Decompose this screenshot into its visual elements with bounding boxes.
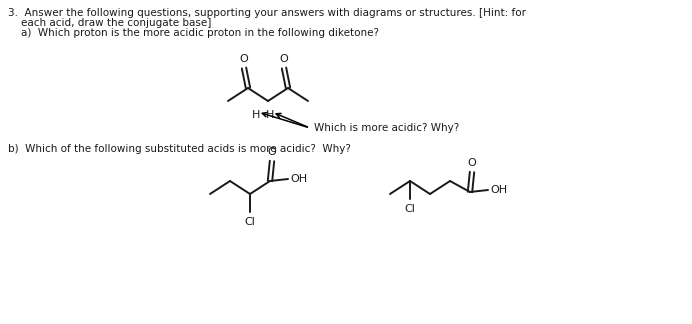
Text: O: O [239,54,248,64]
Text: O: O [268,147,276,157]
Text: OH: OH [290,174,307,184]
Text: a)  Which proton is the more acidic proton in the following diketone?: a) Which proton is the more acidic proto… [8,28,379,38]
Text: H: H [252,110,260,120]
Text: H: H [266,110,274,120]
Text: Cl: Cl [405,204,415,214]
Text: 3.  Answer the following questions, supporting your answers with diagrams or str: 3. Answer the following questions, suppo… [8,8,526,18]
Text: Cl: Cl [244,217,255,227]
Text: OH: OH [490,185,507,195]
Text: O: O [280,54,289,64]
Text: b)  Which of the following substituted acids is more acidic?  Why?: b) Which of the following substituted ac… [8,144,351,154]
Text: O: O [468,158,476,168]
Text: each acid, draw the conjugate base]: each acid, draw the conjugate base] [8,18,211,28]
Text: Which is more acidic? Why?: Which is more acidic? Why? [314,123,459,133]
